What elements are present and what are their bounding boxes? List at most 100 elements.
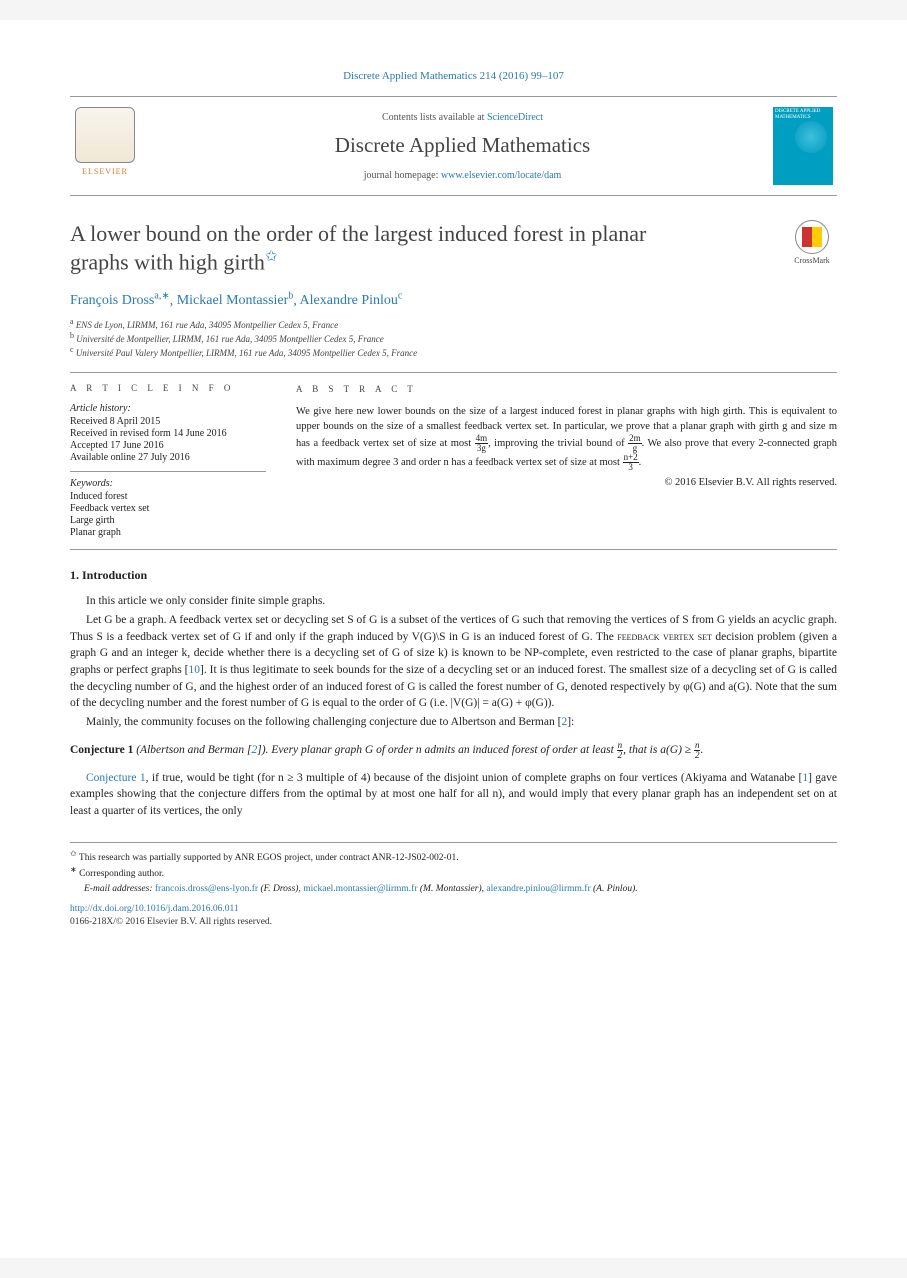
funding-footnote: ✩ This research was partially supported …: [70, 849, 837, 865]
title-footnote-star-icon: ✩: [265, 249, 278, 265]
email-link-3[interactable]: alexandre.pinlou@lirmm.fr: [486, 884, 590, 894]
article-header: A lower bound on the order of the larges…: [70, 220, 837, 358]
conjecture-1: Conjecture 1 (Albertson and Berman [2]).…: [70, 741, 837, 760]
affil-sup: b: [70, 331, 74, 340]
para-text: ]:: [567, 716, 574, 728]
star-icon: ✩: [70, 849, 77, 858]
accepted-date: Accepted 17 June 2016: [70, 440, 266, 451]
journal-homepage-line: journal homepage: www.elsevier.com/locat…: [152, 170, 773, 181]
crossmark-icon: [795, 220, 829, 254]
funding-text: This research was partially supported by…: [79, 853, 459, 863]
author-2: Mickael Montassierb: [177, 293, 294, 308]
journal-cover-col: DISCRETE APPLIED MATHEMATICS: [773, 107, 837, 185]
journal-header-center: Contents lists available at ScienceDirec…: [152, 112, 773, 181]
para-text: Mainly, the community focuses on the fol…: [86, 716, 561, 728]
journal-reference-line: Discrete Applied Mathematics 214 (2016) …: [70, 70, 837, 82]
fraction-4m-3g: 4m3g: [475, 434, 489, 453]
article-info-column: A R T I C L E I N F O Article history: R…: [70, 373, 280, 549]
keyword-4: Planar graph: [70, 527, 266, 538]
publisher-name: ELSEVIER: [82, 167, 128, 176]
journal-ref-link[interactable]: Discrete Applied Mathematics 214 (2016) …: [343, 70, 564, 82]
conj-src-b: ]).: [257, 744, 271, 756]
crossmark-label: CrossMark: [794, 256, 830, 265]
para-text: , if true, would be tight (for n ≥ 3 mul…: [146, 772, 803, 784]
conj-body: Every planar graph G of order n admits a…: [271, 744, 616, 756]
affiliation-c: c Université Paul Valery Montpellier, LI…: [70, 345, 837, 358]
keywords-section: Keywords: Induced forest Feedback vertex…: [70, 471, 266, 538]
conjecture-label: Conjecture 1: [70, 744, 133, 756]
page: Discrete Applied Mathematics 214 (2016) …: [0, 20, 907, 1258]
doi-line: http://dx.doi.org/10.1016/j.dam.2016.06.…: [70, 903, 837, 916]
keyword-3: Large girth: [70, 515, 266, 526]
abstract-copyright: © 2016 Elsevier B.V. All rights reserved…: [296, 476, 837, 490]
abstract-text: We give here new lower bounds on the siz…: [296, 405, 837, 471]
corr-label: Corresponding author.: [79, 869, 164, 879]
smallcaps-text: feedback vertex set: [617, 631, 712, 643]
intro-para-2: Let G be a graph. A feedback vertex set …: [70, 612, 837, 712]
abstract-heading: A B S T R A C T: [296, 383, 837, 395]
article-title: A lower bound on the order of the larges…: [70, 220, 710, 277]
online-date: Available online 27 July 2016: [70, 452, 266, 463]
homepage-link[interactable]: www.elsevier.com/locate/dam: [441, 170, 561, 181]
keywords-label: Keywords:: [70, 478, 266, 489]
conj-src-a: (Albertson and Berman [: [133, 744, 251, 756]
intro-para-1: In this article we only consider finite …: [70, 593, 837, 610]
affil-text: ENS de Lyon, LIRMM, 161 rue Ada, 34095 M…: [76, 320, 338, 330]
email-label: E-mail addresses:: [84, 884, 153, 894]
authors-line: François Drossa,∗, Mickael Montassierb, …: [70, 291, 837, 310]
email-addresses-line: E-mail addresses: francois.dross@ens-lyo…: [84, 883, 837, 896]
email-link-1[interactable]: francois.dross@ens-lyon.fr: [155, 884, 258, 894]
history-label: Article history:: [70, 403, 266, 414]
conjecture-1-link[interactable]: Conjecture 1: [86, 772, 146, 784]
journal-cover-icon: DISCRETE APPLIED MATHEMATICS: [773, 107, 833, 185]
conj-body: .: [700, 744, 703, 756]
affil-sup: a: [70, 317, 74, 326]
footnotes: ✩ This research was partially supported …: [70, 842, 837, 929]
fraction-2m-g: 2mg: [628, 434, 642, 453]
elsevier-logo-icon: ELSEVIER: [70, 107, 140, 185]
affil-text: Université de Montpellier, LIRMM, 161 ru…: [76, 334, 384, 344]
email-who: (M. Montassier),: [418, 884, 487, 894]
affil-sup: c: [70, 345, 74, 354]
contents-available-line: Contents lists available at ScienceDirec…: [152, 112, 773, 123]
info-abstract-row: A R T I C L E I N F O Article history: R…: [70, 372, 837, 550]
issn-copyright: 0166-218X/© 2016 Elsevier B.V. All right…: [70, 916, 837, 929]
abstract-part: , improving the trivial bound of: [488, 438, 628, 449]
post-conjecture-para: Conjecture 1, if true, would be tight (f…: [70, 770, 837, 820]
email-who: (A. Pinlou).: [591, 884, 638, 894]
article-history: Article history: Received 8 April 2015 R…: [70, 403, 266, 463]
author-affil-sup: b: [288, 291, 293, 302]
intro-para-3: Mainly, the community focuses on the fol…: [70, 714, 837, 731]
author-name: Mickael Montassier: [177, 293, 289, 308]
affiliation-b: b Université de Montpellier, LIRMM, 161 …: [70, 331, 837, 344]
article-info-heading: A R T I C L E I N F O: [70, 383, 266, 393]
author-1: François Drossa,∗: [70, 293, 170, 308]
publisher-logo-col: ELSEVIER: [70, 107, 152, 185]
author-affil-sup: a,∗: [154, 291, 169, 302]
author-3: Alexandre Pinlouc: [300, 293, 403, 308]
crossmark-widget[interactable]: CrossMark: [787, 220, 837, 265]
conjecture-source: (Albertson and Berman [2]). Every planar…: [133, 744, 703, 756]
author-affil-sup: c: [398, 291, 402, 302]
reference-10-link[interactable]: 10: [189, 664, 201, 676]
frac-den: 3g: [475, 444, 489, 453]
section-1-heading: 1. Introduction: [70, 568, 837, 583]
cover-text: DISCRETE APPLIED MATHEMATICS: [775, 109, 833, 120]
affil-text: Université Paul Valery Montpellier, LIRM…: [76, 348, 417, 358]
doi-link[interactable]: http://dx.doi.org/10.1016/j.dam.2016.06.…: [70, 904, 239, 914]
sciencedirect-link[interactable]: ScienceDirect: [487, 112, 543, 123]
corresponding-author-footnote: ∗ Corresponding author.: [70, 865, 837, 881]
keyword-2: Feedback vertex set: [70, 503, 266, 514]
received-date: Received 8 April 2015: [70, 416, 266, 427]
author-name: François Dross: [70, 293, 154, 308]
journal-name: Discrete Applied Mathematics: [152, 133, 773, 158]
homepage-label: journal homepage:: [364, 170, 441, 181]
email-who: (F. Dross),: [258, 884, 303, 894]
abstract-part: .: [639, 457, 642, 468]
frac-den: 3: [623, 463, 639, 472]
contents-text: Contents lists available at: [382, 112, 487, 123]
email-link-2[interactable]: mickael.montassier@lirmm.fr: [303, 884, 417, 894]
header-box: ELSEVIER Contents lists available at Sci…: [70, 96, 837, 196]
abstract-column: A B S T R A C T We give here new lower b…: [280, 373, 837, 549]
author-name: Alexandre Pinlou: [300, 293, 398, 308]
